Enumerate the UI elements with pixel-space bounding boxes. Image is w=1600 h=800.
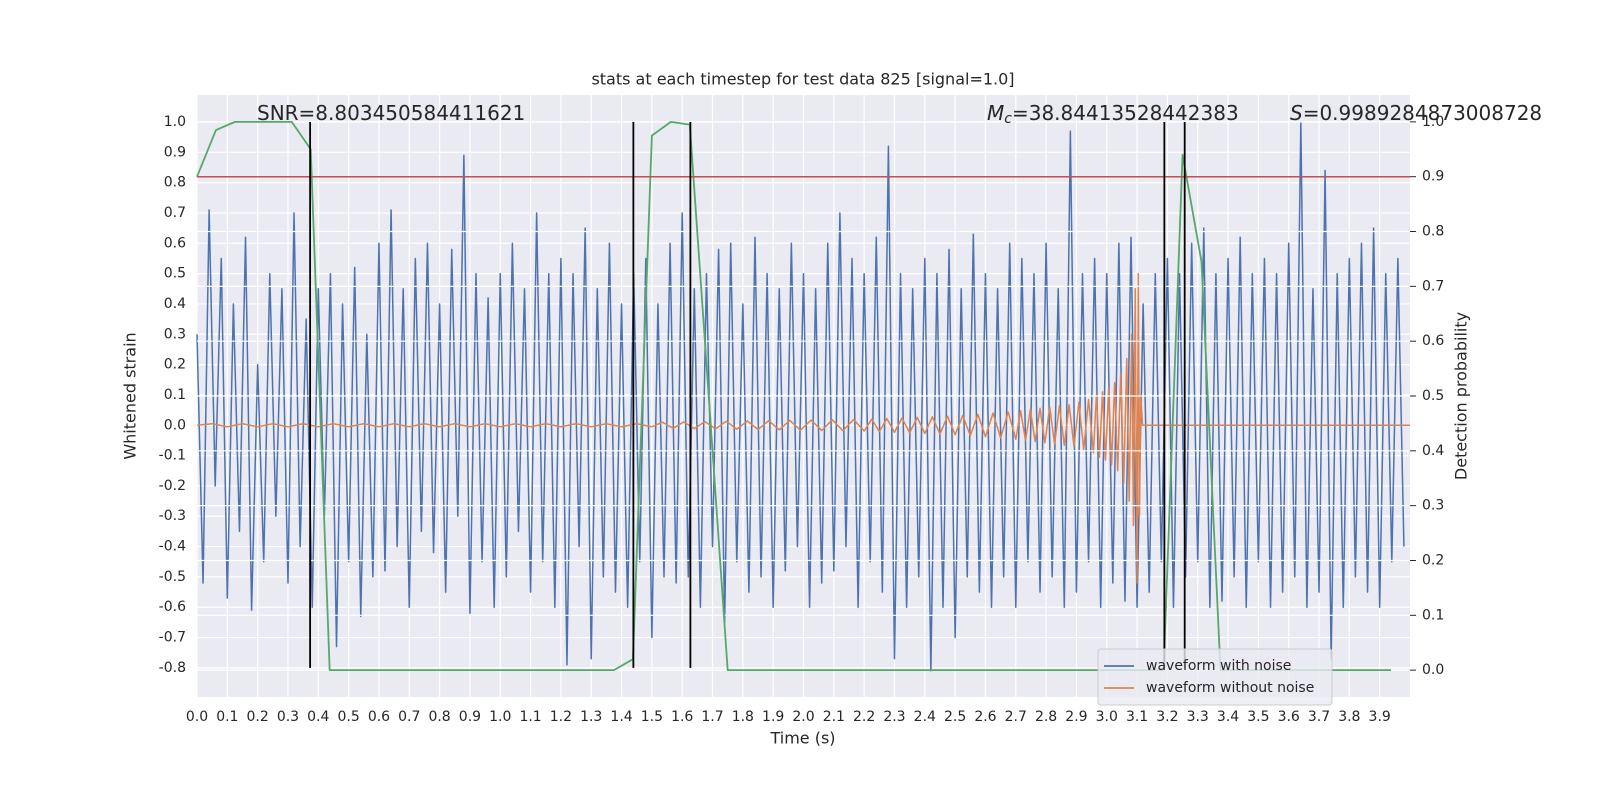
y2-tick-label: 0.5 [1422, 388, 1444, 404]
x-tick-label: 2.0 [792, 709, 814, 725]
x-tick-label: 1.2 [550, 709, 572, 725]
x-tick-label: 0.7 [398, 709, 420, 725]
legend-box [1097, 648, 1333, 706]
y-tick-label: -0.3 [159, 508, 186, 524]
y-tick-label: 0.8 [164, 175, 186, 191]
y-tick-label: 0.4 [164, 296, 186, 312]
annotation-text: =38.84413528442383 [1012, 101, 1239, 125]
x-tick-label: 3.5 [1247, 709, 1269, 725]
x-tick-label: 3.9 [1369, 709, 1391, 725]
y-tick-label: 0.1 [164, 387, 186, 403]
y-tick-label: -0.1 [159, 448, 186, 464]
x-tick-label: 0.8 [428, 709, 450, 725]
annotation-text: SNR=8.803450584411621 [257, 101, 525, 125]
y-tick-label: -0.6 [159, 599, 186, 615]
y-tick-label: 0.3 [164, 326, 186, 342]
x-tick-label: 0.0 [186, 709, 208, 725]
y2-tick-label: 0.4 [1422, 443, 1444, 459]
annotation-symbol: S [1290, 101, 1303, 125]
x-tick-label: 3.3 [1187, 709, 1209, 725]
x-tick-label: 3.6 [1278, 709, 1300, 725]
y2-tick-label: 0.9 [1422, 169, 1444, 185]
y-tick-label: -0.7 [159, 630, 186, 646]
legend-label: waveform with noise [1146, 658, 1291, 674]
x-tick-label: 2.4 [914, 709, 936, 725]
y2-tick-label: 0.3 [1422, 498, 1444, 514]
x-tick-label: 1.6 [671, 709, 693, 725]
annotation-text: =0.9989284873008728 [1303, 101, 1542, 125]
x-tick-label: 0.6 [368, 709, 390, 725]
y-tick-label: 1.0 [164, 114, 186, 130]
y-tick-label: -0.5 [159, 569, 186, 585]
y-axis-label: Whitened strain [121, 332, 140, 459]
y2-tick-label: 0.8 [1422, 224, 1444, 240]
y2-tick-label: 0.1 [1422, 607, 1444, 623]
x-tick-label: 0.2 [247, 709, 269, 725]
y2-tick-label: 1.0 [1422, 114, 1444, 130]
x-tick-label: 2.3 [883, 709, 905, 725]
x-tick-label: 2.9 [1065, 709, 1087, 725]
annotation-subscript: c [1004, 111, 1012, 127]
x-tick-label: 3.7 [1308, 709, 1330, 725]
x-tick-label: 1.7 [701, 709, 723, 725]
x-tick-label: 0.4 [307, 709, 329, 725]
y2-tick-label: 0.0 [1422, 662, 1444, 678]
x-tick-label: 1.9 [762, 709, 784, 725]
x-tick-label: 2.8 [1035, 709, 1057, 725]
y-tick-label: -0.2 [159, 478, 186, 494]
x-tick-label: 3.8 [1338, 709, 1360, 725]
chart-title: stats at each timestep for test data 825… [591, 70, 1014, 89]
annotation: SNR=8.803450584411621 [257, 101, 525, 125]
y2-tick-label: 0.6 [1422, 333, 1444, 349]
annotation: Mc=38.84413528442383 [987, 101, 1239, 128]
x-tick-label: 1.3 [580, 709, 602, 725]
y2-tick-label: 0.2 [1422, 552, 1444, 568]
x-tick-label: 2.6 [974, 709, 996, 725]
x-tick-label: 2.1 [823, 709, 845, 725]
series-line [196, 120, 1392, 672]
x-tick-label: 0.1 [216, 709, 238, 725]
annotation: S=0.9989284873008728 [1290, 101, 1542, 125]
y-tick-label: -0.4 [159, 539, 186, 555]
y-tick-label: 0.7 [164, 205, 186, 221]
annotation-symbol: M [987, 101, 1004, 125]
x-tick-label: 0.9 [459, 709, 481, 725]
series-line [196, 272, 1410, 584]
x-tick-label: 1.0 [489, 709, 511, 725]
y-tick-label: 0.5 [164, 266, 186, 282]
x-tick-label: 2.2 [853, 709, 875, 725]
x-tick-label: 1.8 [732, 709, 754, 725]
x-tick-label: 3.2 [1156, 709, 1178, 725]
y-tick-label: 0.9 [164, 144, 186, 160]
y2-tick-label: 0.7 [1422, 278, 1444, 294]
x-tick-label: 3.1 [1126, 709, 1148, 725]
y-tick-label: -0.8 [159, 660, 186, 676]
y-tick-label: 0.0 [164, 417, 186, 433]
y-tick-label: 0.6 [164, 235, 186, 251]
y2-axis-label: Detection probability [1452, 312, 1471, 480]
legend-label: waveform without noise [1146, 680, 1314, 696]
x-axis-label: Time (s) [769, 729, 835, 748]
x-tick-label: 1.1 [519, 709, 541, 725]
x-tick-label: 1.4 [610, 709, 632, 725]
x-tick-label: 2.7 [1005, 709, 1027, 725]
x-tick-label: 3.0 [1096, 709, 1118, 725]
x-tick-label: 0.5 [337, 709, 359, 725]
x-tick-label: 2.5 [944, 709, 966, 725]
x-tick-label: 0.3 [277, 709, 299, 725]
x-tick-label: 1.5 [641, 709, 663, 725]
x-tick-label: 3.4 [1217, 709, 1239, 725]
y-tick-label: 0.2 [164, 357, 186, 373]
